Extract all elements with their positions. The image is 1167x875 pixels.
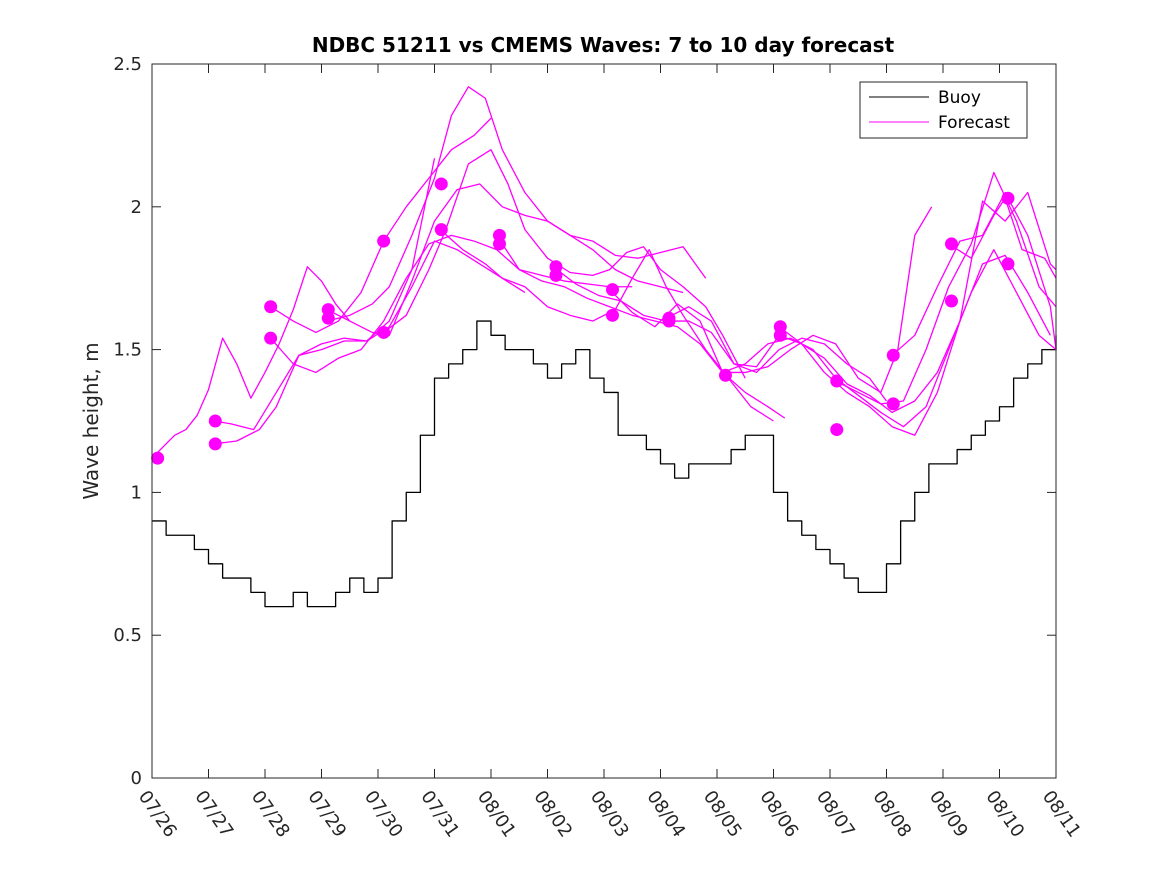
forecast-marker xyxy=(377,325,391,339)
chart-title: NDBC 51211 vs CMEMS Waves: 7 to 10 day f… xyxy=(312,33,895,57)
forecast-marker xyxy=(1001,257,1015,271)
buoy-series-line xyxy=(152,320,1057,608)
forecast-marker xyxy=(886,348,900,362)
forecast-marker xyxy=(773,328,787,342)
forecast-marker xyxy=(944,237,958,251)
legend-forecast-label: Forecast xyxy=(938,113,1010,133)
y-tick-label: 2.5 xyxy=(113,54,142,75)
y-axis-label: Wave height, m xyxy=(79,342,103,499)
forecast-marker xyxy=(492,237,506,251)
forecast-series-line xyxy=(214,158,436,431)
forecast-marker xyxy=(944,294,958,308)
y-tick-label: 2 xyxy=(131,197,142,218)
forecast-marker xyxy=(605,283,619,297)
forecast-series-line xyxy=(496,235,786,419)
forecast-series-line xyxy=(665,254,1051,414)
forecast-series-line xyxy=(835,171,1057,405)
forecast-series-line xyxy=(326,86,684,322)
forecast-series-line xyxy=(270,234,633,374)
forecast-series-line xyxy=(552,266,888,402)
forecast-marker xyxy=(264,300,278,314)
forecast-series-line xyxy=(778,191,1057,436)
forecast-marker xyxy=(377,234,391,248)
forecast-series-line xyxy=(891,191,1057,356)
y-tick-label: 1 xyxy=(131,482,142,503)
forecast-marker xyxy=(886,397,900,411)
forecast-marker xyxy=(151,451,165,465)
forecast-series-line xyxy=(151,266,351,459)
forecast-marker xyxy=(264,331,278,345)
y-tick-label: 1.5 xyxy=(113,340,142,361)
forecast-marker xyxy=(208,414,222,428)
legend-buoy-label: Buoy xyxy=(938,88,981,108)
forecast-marker xyxy=(434,177,448,191)
forecast-marker xyxy=(549,268,563,282)
forecast-marker xyxy=(718,368,732,382)
legend: Buoy Forecast xyxy=(859,81,1028,139)
forecast-marker xyxy=(830,423,844,437)
forecast-marker xyxy=(830,374,844,388)
forecast-marker xyxy=(1001,191,1015,205)
forecast-marker xyxy=(434,223,448,237)
forecast-marker xyxy=(662,314,676,328)
forecast-marker xyxy=(208,437,222,451)
forecast-series-line xyxy=(214,240,526,445)
forecast-marker xyxy=(605,308,619,322)
axes-box xyxy=(151,63,1057,779)
forecast-marker xyxy=(321,311,335,325)
y-tick-label: 0 xyxy=(131,768,142,789)
y-tick-label: 0.5 xyxy=(113,625,142,646)
legend-box xyxy=(859,81,1028,139)
